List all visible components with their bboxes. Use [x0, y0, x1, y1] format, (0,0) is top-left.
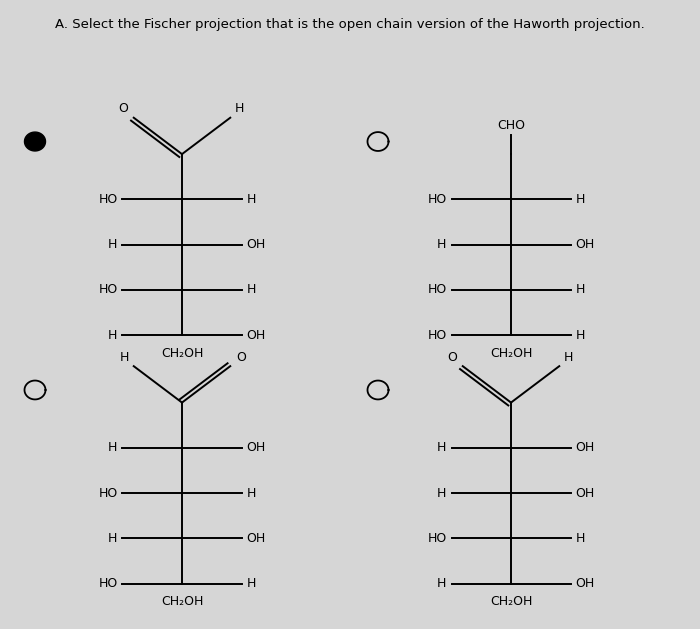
Text: OH: OH: [575, 577, 594, 590]
Text: OH: OH: [246, 532, 266, 545]
Text: H: H: [234, 102, 244, 115]
Text: H: H: [108, 329, 118, 342]
Text: H: H: [246, 577, 256, 590]
Text: HO: HO: [98, 284, 118, 296]
Text: H: H: [246, 487, 256, 499]
Text: H: H: [246, 284, 256, 296]
Text: CH₂OH: CH₂OH: [161, 595, 203, 608]
Text: H: H: [575, 532, 584, 545]
Text: O: O: [236, 350, 246, 364]
Text: H: H: [575, 193, 584, 206]
Text: H: H: [108, 532, 118, 545]
Text: OH: OH: [575, 487, 594, 499]
Text: OH: OH: [575, 238, 594, 251]
Polygon shape: [25, 132, 46, 151]
Text: OH: OH: [246, 329, 266, 342]
Text: CH₂OH: CH₂OH: [490, 347, 532, 360]
Text: H: H: [108, 238, 118, 251]
Text: HO: HO: [98, 577, 118, 590]
Text: HO: HO: [98, 487, 118, 499]
Text: OH: OH: [246, 238, 266, 251]
Text: CHO: CHO: [497, 119, 525, 132]
Text: H: H: [108, 442, 118, 454]
Text: A. Select the Fischer projection that is the open chain version of the Haworth p: A. Select the Fischer projection that is…: [55, 18, 645, 31]
Text: H: H: [438, 577, 447, 590]
Text: OH: OH: [246, 442, 266, 454]
Text: H: H: [438, 442, 447, 454]
Text: HO: HO: [427, 532, 447, 545]
Text: H: H: [438, 487, 447, 499]
Text: HO: HO: [427, 284, 447, 296]
Text: HO: HO: [427, 329, 447, 342]
Text: H: H: [120, 350, 130, 364]
Text: HO: HO: [427, 193, 447, 206]
Text: H: H: [438, 238, 447, 251]
Text: H: H: [575, 284, 584, 296]
Text: CH₂OH: CH₂OH: [490, 595, 532, 608]
Text: O: O: [118, 102, 128, 115]
Text: HO: HO: [98, 193, 118, 206]
Text: H: H: [575, 329, 584, 342]
Text: OH: OH: [575, 442, 594, 454]
Text: H: H: [564, 350, 573, 364]
Text: H: H: [246, 193, 256, 206]
Text: O: O: [447, 350, 457, 364]
Text: CH₂OH: CH₂OH: [161, 347, 203, 360]
